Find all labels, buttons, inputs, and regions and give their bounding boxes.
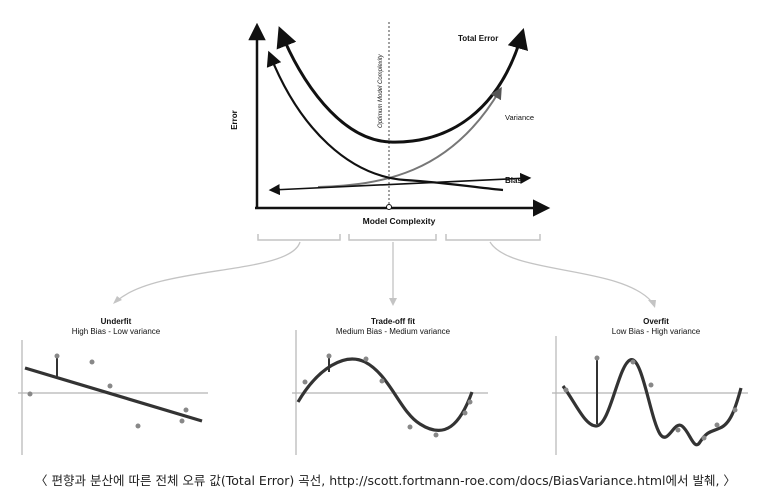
bias-arrow [268,172,532,196]
data-point [107,383,113,389]
panel-overfit-title: Overfit [643,317,669,326]
data-point [183,407,189,413]
connector-underfit [117,241,301,301]
panel-tradeoff [292,330,488,455]
data-point [630,359,636,365]
figure-caption: 〈 편향과 분산에 따른 전체 오류 값(Total Error) 곡선, ht… [35,473,736,488]
overfit-points [563,355,738,441]
data-point [302,379,308,385]
data-point [27,391,33,397]
data-point [467,399,473,405]
y-axis-label: Error [230,110,239,130]
data-point [732,407,738,413]
bias-curve [266,50,504,192]
tradeoff-points [302,353,473,438]
optimum-point [386,204,392,210]
variance-label: Variance [505,113,534,122]
data-point [407,424,413,430]
range-brackets [257,234,541,241]
panel-tradeoff-subtitle: Medium Bias - Medium variance [336,327,451,336]
bracket-overfit [445,234,541,241]
overfit-fit-curve [561,358,743,447]
data-point [433,432,439,438]
bias-label: Bias [505,176,522,185]
variance-curve [317,86,502,188]
data-point [363,356,369,362]
data-point [701,435,707,441]
data-point [648,382,654,388]
bracket-tradeoff [348,234,437,241]
data-point [594,355,600,361]
x-axis-label: Model Complexity [363,216,436,226]
data-point [179,418,185,424]
underfit-fit-line [24,366,203,423]
underfit-points [27,353,189,429]
panel-overfit-subtitle: Low Bias - High variance [612,327,701,336]
panel-overfit [552,336,748,455]
panel-underfit-title: Underfit [101,317,132,326]
data-point [326,353,332,359]
data-point [714,422,720,428]
data-point [563,387,569,393]
data-point [135,423,141,429]
tradeoff-fit-curve [296,357,474,432]
main-chart: Error Model Complexity Optimum Model Com… [230,22,551,226]
data-point [89,359,95,365]
data-point [462,410,468,416]
panel-tradeoff-title: Trade-off fit [371,317,415,326]
total-error-curve [276,26,528,144]
data-point [379,378,385,384]
panel-underfit [18,340,208,455]
optimum-label: Optimum Model Complexity [378,53,384,128]
bracket-underfit [257,234,341,241]
panel-underfit-subtitle: High Bias - Low variance [72,327,161,336]
data-point [675,427,681,433]
total-error-label: Total Error [458,34,498,43]
data-point [54,353,60,359]
connectors [113,241,656,308]
connector-overfit [489,241,653,303]
